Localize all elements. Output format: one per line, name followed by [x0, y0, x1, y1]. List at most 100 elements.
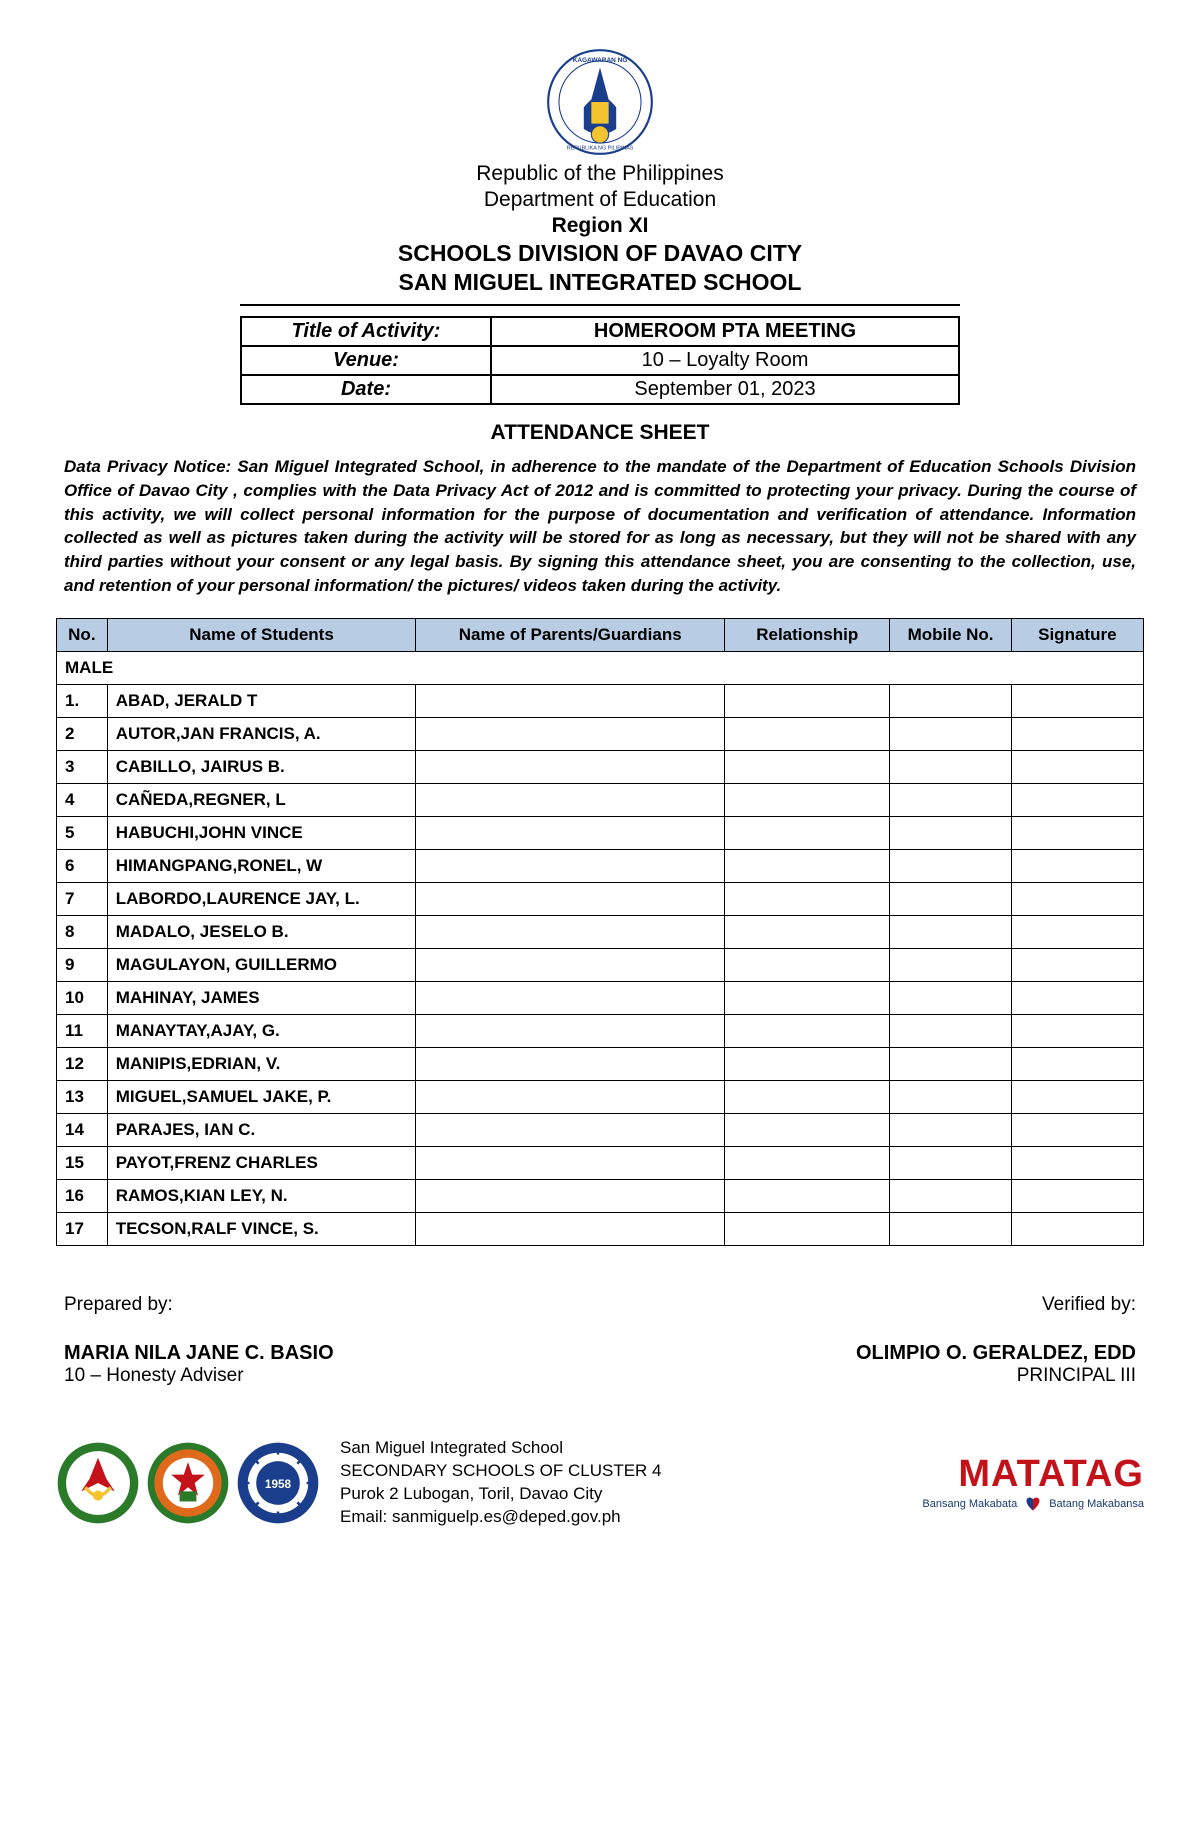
- cell-mobile: [890, 750, 1011, 783]
- cell-parent: [416, 783, 725, 816]
- cell-relationship: [725, 915, 890, 948]
- prepared-name: MARIA NILA JANE C. BASIO: [64, 1342, 334, 1365]
- cell-no: 17: [57, 1212, 108, 1245]
- cell-relationship: [725, 948, 890, 981]
- matatag-word: MATATAG: [922, 1453, 1144, 1496]
- svg-text:REPUBLIKA NG PILIPINAS: REPUBLIKA NG PILIPINAS: [567, 146, 634, 152]
- cell-relationship: [725, 816, 890, 849]
- cell-signature: [1011, 717, 1143, 750]
- activity-info-table: Title of Activity: HOMEROOM PTA MEETING …: [240, 316, 960, 405]
- cell-student: AUTOR,JAN FRANCIS, A.: [107, 717, 416, 750]
- privacy-notice: Data Privacy Notice: San Miguel Integrat…: [64, 455, 1136, 598]
- attendance-table: No. Name of Students Name of Parents/Gua…: [56, 618, 1144, 1246]
- header-division: SCHOOLS DIVISION OF DAVAO CITY: [56, 240, 1144, 267]
- cell-student: MIGUEL,SAMUEL JAKE, P.: [107, 1080, 416, 1113]
- col-mobile: Mobile No.: [890, 618, 1011, 651]
- cell-parent: [416, 882, 725, 915]
- cell-mobile: [890, 882, 1011, 915]
- cell-parent: [416, 816, 725, 849]
- table-row: 8MADALO, JESELO B.: [57, 915, 1144, 948]
- footer-address: Purok 2 Lubogan, Toril, Davao City: [340, 1483, 922, 1506]
- date-value: September 01, 2023: [491, 375, 959, 404]
- cell-relationship: [725, 717, 890, 750]
- cell-parent: [416, 948, 725, 981]
- header-region: Region XI: [56, 214, 1144, 238]
- cell-mobile: [890, 816, 1011, 849]
- cell-relationship: [725, 750, 890, 783]
- matatag-brand: MATATAG Bansang Makabata Batang Makabans…: [922, 1453, 1144, 1512]
- cell-student: LABORDO,LAURENCE JAY, L.: [107, 882, 416, 915]
- table-header-row: No. Name of Students Name of Parents/Gua…: [57, 618, 1144, 651]
- svg-text:1958: 1958: [265, 1478, 292, 1491]
- cell-student: MADALO, JESELO B.: [107, 915, 416, 948]
- cell-parent: [416, 1080, 725, 1113]
- table-row: 5HABUCHI,JOHN VINCE: [57, 816, 1144, 849]
- header-republic: Republic of the Philippines: [56, 162, 1144, 186]
- prepared-by: Prepared by: MARIA NILA JANE C. BASIO 10…: [64, 1294, 334, 1387]
- cell-signature: [1011, 1047, 1143, 1080]
- cell-no: 13: [57, 1080, 108, 1113]
- cell-relationship: [725, 684, 890, 717]
- cell-parent: [416, 1047, 725, 1080]
- section-label: MALE: [57, 651, 1144, 684]
- prepared-label: Prepared by:: [64, 1294, 334, 1316]
- cell-no: 2: [57, 717, 108, 750]
- cell-mobile: [890, 717, 1011, 750]
- cell-mobile: [890, 1047, 1011, 1080]
- title-label: Title of Activity:: [241, 317, 491, 346]
- footer-logos: 1958: [56, 1441, 320, 1525]
- matatag-sub-right: Batang Makabansa: [1049, 1498, 1144, 1510]
- svg-text:KAGAWARAN NG: KAGAWARAN NG: [573, 57, 628, 64]
- cell-relationship: [725, 849, 890, 882]
- header-divider: [240, 304, 960, 306]
- cell-no: 3: [57, 750, 108, 783]
- cell-parent: [416, 1146, 725, 1179]
- cell-parent: [416, 1212, 725, 1245]
- cell-student: MAHINAY, JAMES: [107, 981, 416, 1014]
- letterhead: KAGAWARAN NG REPUBLIKA NG PILIPINAS Repu…: [56, 48, 1144, 306]
- table-row: 17TECSON,RALF VINCE, S.: [57, 1212, 1144, 1245]
- table-row: 13MIGUEL,SAMUEL JAKE, P.: [57, 1080, 1144, 1113]
- cell-signature: [1011, 1113, 1143, 1146]
- cell-relationship: [725, 1212, 890, 1245]
- cell-relationship: [725, 981, 890, 1014]
- table-row: 10MAHINAY, JAMES: [57, 981, 1144, 1014]
- cell-no: 7: [57, 882, 108, 915]
- cell-signature: [1011, 750, 1143, 783]
- cell-no: 4: [57, 783, 108, 816]
- cell-no: 9: [57, 948, 108, 981]
- cell-mobile: [890, 849, 1011, 882]
- cell-mobile: [890, 981, 1011, 1014]
- cell-student: MANAYTAY,AJAY, G.: [107, 1014, 416, 1047]
- cell-mobile: [890, 684, 1011, 717]
- cell-relationship: [725, 1014, 890, 1047]
- col-student: Name of Students: [107, 618, 416, 651]
- table-row: 14PARAJES, IAN C.: [57, 1113, 1144, 1146]
- col-relationship: Relationship: [725, 618, 890, 651]
- cell-signature: [1011, 882, 1143, 915]
- cell-student: ABAD, JERALD T: [107, 684, 416, 717]
- verified-role: PRINCIPAL III: [856, 1365, 1136, 1387]
- cell-signature: [1011, 816, 1143, 849]
- cell-no: 8: [57, 915, 108, 948]
- cell-no: 15: [57, 1146, 108, 1179]
- venue-label: Venue:: [241, 346, 491, 375]
- matatag-sub-left: Bansang Makabata: [922, 1498, 1017, 1510]
- table-row: 1.ABAD, JERALD T: [57, 684, 1144, 717]
- cell-student: HIMANGPANG,RONEL, W: [107, 849, 416, 882]
- cell-mobile: [890, 1113, 1011, 1146]
- verified-by: Verified by: OLIMPIO O. GERALDEZ, EDD PR…: [856, 1294, 1136, 1387]
- cell-student: CAÑEDA,REGNER, L: [107, 783, 416, 816]
- cell-parent: [416, 1014, 725, 1047]
- prepared-role: 10 – Honesty Adviser: [64, 1365, 334, 1387]
- cell-mobile: [890, 1212, 1011, 1245]
- document-page: KAGAWARAN NG REPUBLIKA NG PILIPINAS Repu…: [0, 0, 1200, 1835]
- header-school: SAN MIGUEL INTEGRATED SCHOOL: [56, 269, 1144, 296]
- cell-relationship: [725, 1179, 890, 1212]
- cell-student: MAGULAYON, GUILLERMO: [107, 948, 416, 981]
- table-row: 9MAGULAYON, GUILLERMO: [57, 948, 1144, 981]
- cell-no: 5: [57, 816, 108, 849]
- cell-signature: [1011, 948, 1143, 981]
- cell-mobile: [890, 1014, 1011, 1047]
- cell-signature: [1011, 684, 1143, 717]
